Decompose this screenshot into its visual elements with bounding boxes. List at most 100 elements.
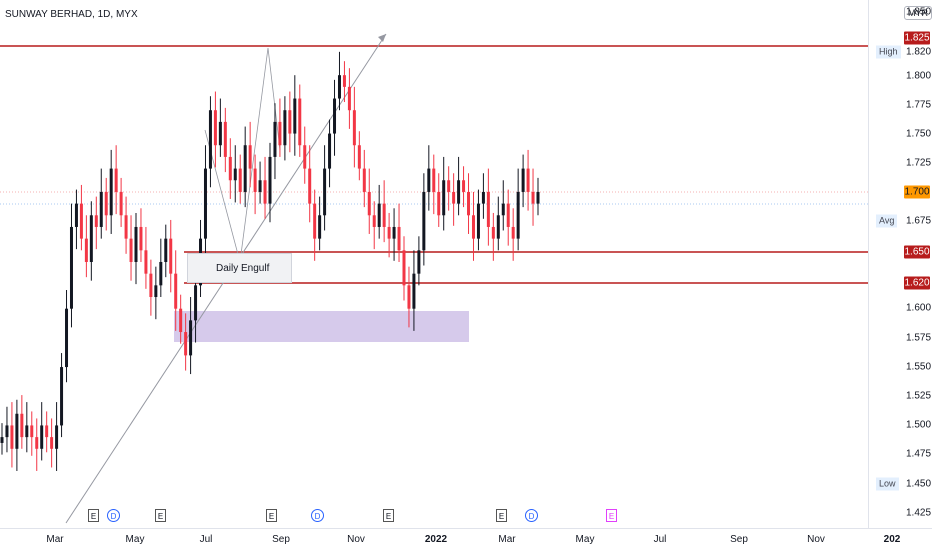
candle-body (228, 156, 232, 181)
time-axis-line (0, 528, 932, 529)
earnings-event-icon-upcoming[interactable]: E (606, 509, 617, 522)
candle-body (194, 285, 198, 321)
candle-body (362, 168, 366, 192)
candle-body (347, 86, 351, 111)
avg-value: 1.675 (906, 215, 932, 227)
candle-body (184, 332, 188, 356)
candle-body (119, 191, 123, 216)
high-line-tag: 1.825 (904, 31, 930, 45)
candle (521, 154, 525, 208)
candle (15, 399, 19, 471)
candle-body (298, 98, 302, 146)
candle-body (352, 110, 356, 146)
candle (218, 98, 222, 157)
earnings-event-icon[interactable]: E (88, 509, 99, 522)
candle-body (179, 308, 183, 333)
time-tick: Sep (730, 534, 748, 545)
candle-body (203, 168, 207, 239)
candle-body (40, 425, 44, 449)
demand-zone[interactable] (174, 311, 469, 342)
candle (526, 149, 530, 211)
daily-engulf-label[interactable]: Daily Engulf (187, 253, 292, 283)
time-tick: May (575, 534, 595, 545)
candle (169, 219, 173, 293)
candle-body (427, 168, 431, 192)
candle (432, 154, 436, 215)
candle-body (79, 203, 83, 239)
earnings-event-icon[interactable]: E (383, 509, 394, 522)
candle-body (288, 110, 292, 134)
time-tick: Jul (653, 534, 667, 545)
candle-body (372, 215, 376, 227)
candle (184, 313, 188, 371)
candle-body (342, 75, 346, 87)
candle (506, 189, 510, 246)
high-value: 1.820 (906, 46, 932, 58)
candle-body (402, 250, 406, 286)
candle-body (417, 250, 421, 274)
candle-body (397, 226, 401, 251)
earnings-event-icon[interactable]: E (155, 509, 166, 522)
candle-body (531, 191, 535, 204)
candle-body (5, 425, 9, 438)
candle (45, 411, 49, 453)
candle-body (313, 203, 317, 239)
candle-body (471, 215, 475, 239)
candle (288, 91, 292, 153)
price-tick: 1.500 (906, 419, 932, 431)
candle (74, 189, 78, 250)
candle (333, 79, 337, 156)
candle (89, 201, 93, 281)
candle-body (536, 191, 540, 204)
candle (486, 168, 490, 246)
avg-label: Avg (876, 214, 898, 228)
candle-body (218, 121, 222, 146)
candle (263, 156, 267, 219)
price-tick: 1.800 (906, 70, 932, 82)
candle (213, 91, 217, 168)
dividend-event-icon[interactable]: D (107, 509, 120, 522)
price-tick: 1.750 (906, 128, 932, 140)
candle (79, 184, 83, 251)
candle-body (60, 367, 64, 426)
earnings-event-icon[interactable]: E (266, 509, 277, 522)
candle-body (109, 168, 113, 216)
price-chart[interactable] (0, 0, 868, 528)
candle (268, 142, 272, 223)
candle (223, 107, 227, 173)
candle-body (174, 273, 178, 309)
candle (40, 402, 44, 461)
candle-body (154, 285, 158, 298)
dividend-event-icon[interactable]: D (525, 509, 538, 522)
candle-body (481, 191, 485, 204)
candle (129, 215, 133, 281)
dividend-event-icon[interactable]: D (311, 509, 324, 522)
candle-body (65, 308, 69, 368)
candle-body (293, 98, 297, 134)
candle (467, 173, 471, 234)
candle-body (213, 110, 217, 146)
candle-body (248, 145, 252, 169)
candle-body (501, 203, 505, 216)
time-tick: 202 (883, 534, 901, 545)
candle-body (308, 168, 312, 204)
candle (179, 294, 183, 344)
high-label: High (876, 45, 901, 59)
candle (516, 168, 520, 251)
symbol-title: SUNWAY BERHAD, 1D, MYX (5, 9, 138, 20)
candle (293, 75, 297, 156)
time-tick: Mar (498, 534, 516, 545)
candle (392, 208, 396, 261)
earnings-event-icon[interactable]: E (496, 509, 507, 522)
candle (25, 402, 29, 453)
candle-body (10, 425, 14, 449)
candle-body (139, 226, 143, 251)
candle (283, 96, 287, 161)
candle (50, 418, 54, 468)
price-axis[interactable] (868, 0, 932, 528)
candle (164, 224, 168, 278)
candle (65, 290, 69, 383)
candle (447, 166, 451, 211)
candle-body (89, 215, 93, 262)
projection-path[interactable] (204, 47, 281, 263)
